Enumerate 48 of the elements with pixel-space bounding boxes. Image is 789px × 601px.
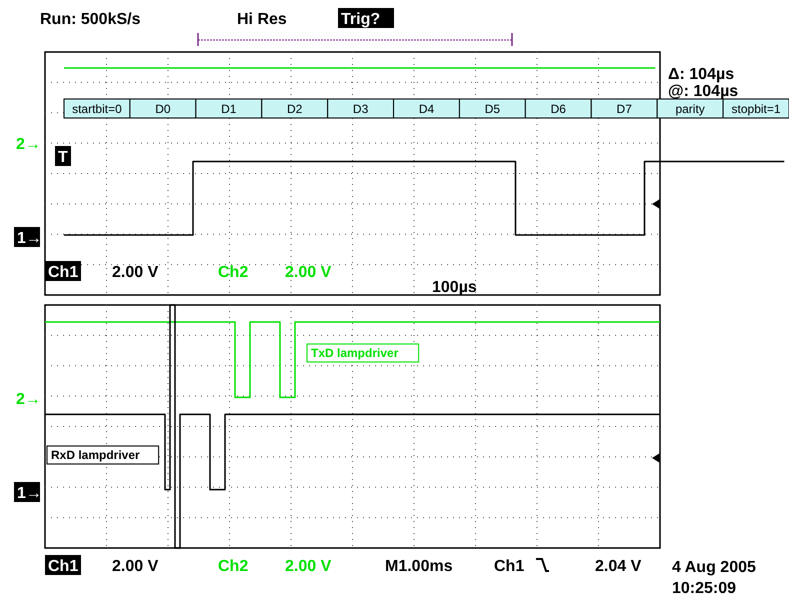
- text: Ch1: [494, 558, 524, 575]
- text: Trig?: [341, 11, 380, 28]
- bit-field-label: startbit=0: [64, 98, 130, 118]
- text: 2→: [16, 136, 41, 153]
- text: Ch1: [48, 558, 78, 575]
- bit-field-label: D2: [261, 98, 328, 118]
- bit-field-label: stopbit=1: [722, 98, 789, 118]
- bit-field-label: D6: [524, 98, 592, 118]
- text: 2.00 V: [285, 264, 332, 281]
- series-label: TxD lampdriver: [311, 346, 399, 360]
- annotation: D1: [221, 102, 237, 116]
- bit-field-label: D7: [590, 98, 658, 118]
- text: Run: 500kS/s: [40, 11, 141, 28]
- annotation: stopbit=1: [732, 102, 781, 116]
- annotation: D6: [550, 102, 566, 116]
- text: 1→: [17, 230, 42, 247]
- annotation: D0: [155, 102, 171, 116]
- text: 2.00 V: [112, 264, 159, 281]
- text: 2.00 V: [285, 558, 332, 575]
- bit-field-label: D4: [393, 98, 460, 118]
- text: Ch2: [218, 558, 248, 575]
- annotation: D3: [352, 102, 369, 116]
- bit-field-label: D3: [327, 98, 394, 118]
- text: Hi Res: [237, 11, 287, 28]
- text: Ch2: [218, 264, 248, 281]
- text: 10:25:09: [672, 580, 736, 597]
- text: Ch1: [48, 264, 78, 281]
- annotation: D5: [484, 102, 500, 116]
- text: 100µs: [432, 279, 477, 296]
- bit-field-label: parity: [656, 98, 724, 118]
- bit-field-label: D5: [458, 98, 526, 118]
- annotation: D7: [616, 102, 632, 116]
- text: 2.04 V: [595, 558, 642, 575]
- text: 1→: [17, 485, 42, 502]
- text: 2.00 V: [112, 558, 159, 575]
- annotation: parity: [675, 102, 705, 116]
- text: 4 Aug 2005: [672, 559, 756, 576]
- annotation: Δ: 104µs: [668, 66, 734, 83]
- annotation: D2: [287, 102, 303, 116]
- text: 2→: [16, 391, 41, 408]
- text: M1.00ms: [385, 558, 453, 575]
- annotation: T: [58, 149, 68, 166]
- annotation: @: 104µs: [668, 83, 738, 100]
- bit-field-label: D1: [195, 98, 262, 118]
- text: RxD lampdriver: [51, 448, 140, 462]
- bit-field-label: D0: [129, 98, 196, 118]
- annotation: startbit=0: [72, 102, 122, 116]
- annotation: D4: [418, 102, 434, 116]
